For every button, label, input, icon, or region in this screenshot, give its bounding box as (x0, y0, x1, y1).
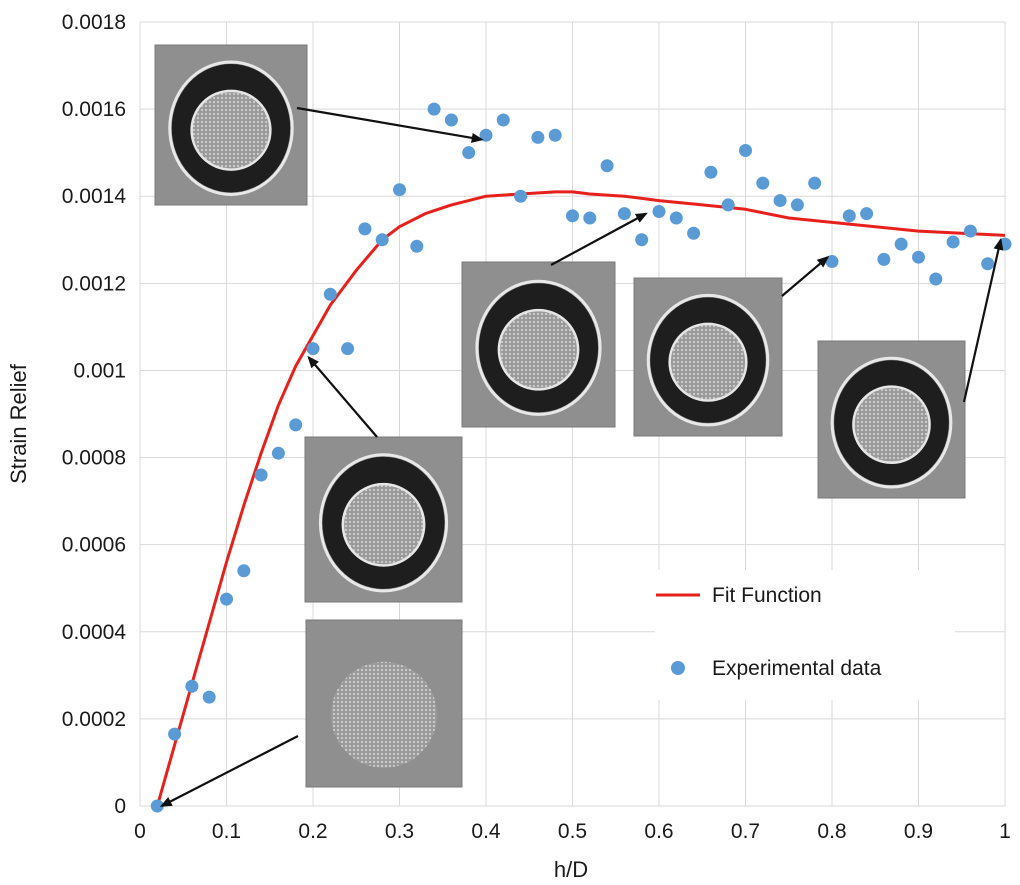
experimental-data-point (929, 272, 942, 285)
experimental-data-point (531, 131, 544, 144)
legend-fit-label: Fit Function (712, 584, 822, 607)
experimental-data-point (428, 103, 441, 116)
sem-inset-image (305, 437, 462, 602)
experimental-data-point (756, 177, 769, 190)
experimental-data-point (255, 468, 268, 481)
y-tick-label: 0 (114, 795, 126, 818)
experimental-data-point (272, 447, 285, 460)
experimental-data-point (168, 728, 181, 741)
sem-inset-image (155, 45, 307, 205)
y-tick-label: 0.001 (73, 359, 126, 382)
experimental-data-point (341, 342, 354, 355)
y-tick-label: 0.0018 (62, 11, 126, 34)
legend-experimental-swatch (671, 661, 685, 675)
sem-inset-image (306, 620, 462, 787)
y-tick-label: 0.0012 (62, 272, 126, 295)
experimental-data-point (981, 257, 994, 270)
x-tick-label: 0.9 (904, 820, 933, 843)
experimental-data-point (774, 194, 787, 207)
experimental-data-point (307, 342, 320, 355)
experimental-data-point (808, 177, 821, 190)
experimental-data-point (237, 564, 250, 577)
x-tick-label: 0.7 (731, 820, 760, 843)
experimental-data-point (324, 288, 337, 301)
experimental-data-point (947, 235, 960, 248)
experimental-data-point (220, 593, 233, 606)
x-tick-label: 0.2 (298, 820, 327, 843)
x-tick-label: 0.6 (644, 820, 673, 843)
experimental-data-point (912, 251, 925, 264)
experimental-data-point (203, 691, 216, 704)
experimental-data-point (722, 198, 735, 211)
legend-experimental-label: Experimental data (712, 657, 882, 680)
inset-arrow (309, 357, 377, 437)
experimental-data-point (566, 209, 579, 222)
x-tick-label: 1 (999, 820, 1011, 843)
experimental-data-point (601, 159, 614, 172)
sem-inset-image (462, 262, 615, 427)
y-tick-label: 0.0008 (62, 447, 126, 470)
experimental-data-point (670, 212, 683, 225)
experimental-data-point (358, 222, 371, 235)
y-tick-label: 0.0016 (62, 98, 126, 121)
experimental-data-point (289, 418, 302, 431)
sem-inset-image (818, 341, 965, 498)
y-tick-label: 0.0014 (62, 185, 127, 208)
x-tick-label: 0.1 (212, 820, 241, 843)
experimental-data-point (653, 205, 666, 218)
x-tick-label: 0.3 (385, 820, 414, 843)
experimental-data-point (739, 144, 752, 157)
x-tick-label: 0.4 (471, 820, 501, 843)
experimental-data-point (583, 212, 596, 225)
experimental-data-point (895, 238, 908, 251)
experimental-data-point (462, 146, 475, 159)
inset-arrow (162, 736, 298, 806)
experimental-data-point (185, 680, 198, 693)
experimental-data-point (549, 129, 562, 142)
experimental-data-point (843, 209, 856, 222)
y-axis-label: Strain Relief (6, 363, 31, 484)
inset-arrow (782, 257, 828, 296)
experimental-data-point (514, 190, 527, 203)
inset-arrow (551, 214, 646, 265)
experimental-data-point (410, 240, 423, 253)
experimental-data-point (618, 207, 631, 220)
experimental-data-point (877, 253, 890, 266)
legend: Fit Function Experimental data (655, 570, 955, 700)
y-tick-label: 0.0004 (62, 621, 127, 644)
x-tick-label: 0.5 (558, 820, 587, 843)
x-axis-label: h/D (554, 857, 588, 882)
experimental-data-point (497, 114, 510, 127)
experimental-data-point (704, 166, 717, 179)
experimental-data-point (964, 225, 977, 238)
experimental-data-point (393, 183, 406, 196)
experimental-data-point (791, 198, 804, 211)
experimental-data-point (635, 233, 648, 246)
experimental-data-point (687, 227, 700, 240)
sem-inset-image (634, 278, 782, 436)
experimental-data-point (860, 207, 873, 220)
y-tick-label: 0.0002 (62, 708, 126, 731)
experimental-data-point (376, 233, 389, 246)
x-tick-label: 0.8 (817, 820, 846, 843)
y-tick-label: 0.0006 (62, 534, 126, 557)
x-tick-label: 0 (134, 820, 146, 843)
experimental-data-point (445, 114, 458, 127)
